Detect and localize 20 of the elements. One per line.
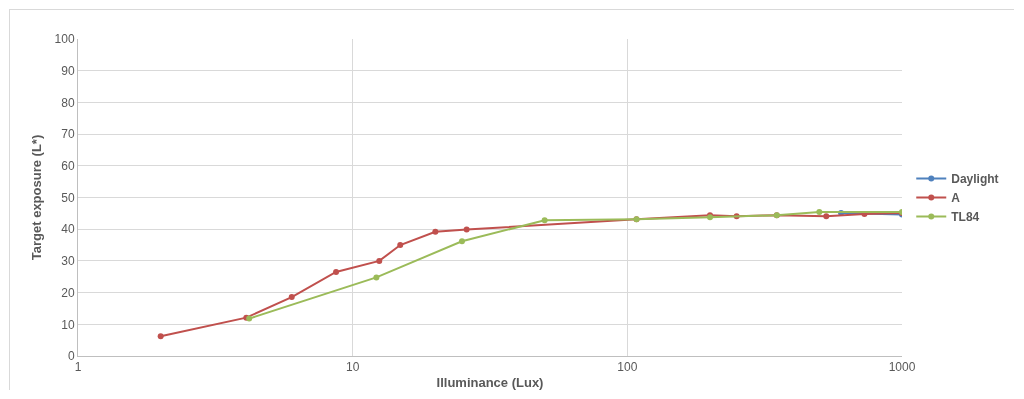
y-tick-label: 50	[61, 190, 75, 205]
legend-label: A	[951, 191, 961, 206]
y-axis-title: Target exposure (L*)	[28, 134, 44, 261]
x-tick-label: 10	[345, 360, 360, 375]
y-tick-label: 100	[54, 32, 75, 47]
y-tick-label: 60	[61, 159, 75, 173]
y-tick-label: 20	[61, 285, 75, 300]
y-tick-label: 80	[61, 95, 75, 110]
x-tick-label: 1000	[888, 360, 916, 375]
legend-label: TL84	[951, 210, 980, 225]
legend-label: Daylight	[951, 172, 999, 187]
y-tick-label: 0	[67, 349, 75, 364]
y-tick-label: 40	[61, 222, 75, 237]
y-tick-label: 70	[61, 127, 75, 142]
x-tick-label: 1	[74, 360, 82, 375]
x-tick-label: 100	[617, 360, 638, 375]
y-tick-label: 10	[61, 317, 75, 332]
y-tick-label: 30	[61, 254, 75, 269]
y-tick-label: 90	[61, 63, 75, 78]
x-axis-title: Illuminance (Lux)	[436, 375, 544, 390]
